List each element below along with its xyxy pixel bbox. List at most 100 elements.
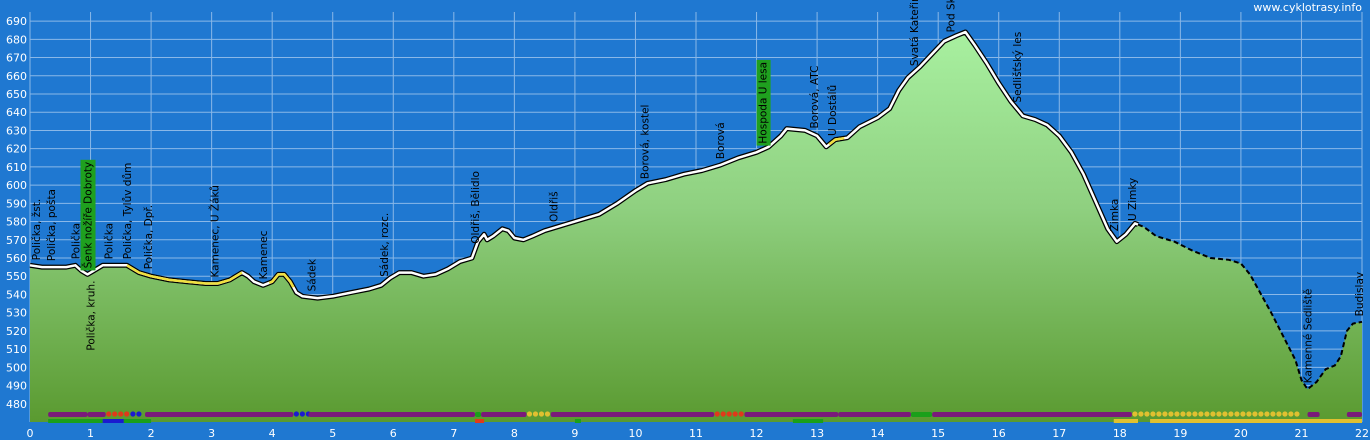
surface-dot	[1168, 411, 1174, 417]
surface-segment	[1307, 412, 1320, 417]
waypoint-label: Polička, Tylův dům	[122, 163, 134, 260]
waypoint-label: Kamenné Sedliště	[1303, 289, 1315, 384]
surface-dot	[714, 411, 720, 417]
surface-segment	[550, 412, 715, 417]
waypoint-labels: Polička, žst. Polička, pošta Polička Šenk n…	[31, 0, 1366, 383]
x-tick-label: 13	[810, 427, 824, 440]
surface-segment	[145, 412, 294, 417]
base-segment	[475, 419, 485, 423]
waypoint-text: Borová, kostel	[640, 105, 652, 180]
surface-segment	[838, 412, 911, 417]
base-segment	[48, 419, 103, 423]
x-tick-label: 12	[750, 427, 764, 440]
x-tick-label: 0	[27, 427, 34, 440]
surface-dot	[1150, 411, 1156, 417]
waypoint-label: Pod Skalkou	[945, 0, 957, 32]
waypoint-text: Borová, ATC	[809, 66, 821, 129]
surface-segment	[744, 412, 839, 417]
waypoint-text: Oldřiš	[549, 191, 561, 222]
surface-segment	[48, 412, 88, 417]
waypoint-text: Sádek	[307, 258, 319, 291]
waypoint-text: Polička, Dpř.	[143, 205, 155, 269]
surface-dot	[293, 411, 299, 417]
x-tick-label: 2	[148, 427, 155, 440]
waypoint-label: Budislav	[1354, 272, 1366, 316]
y-tick-label: 640	[6, 106, 27, 119]
waypoint-text: Kamenné Sedliště	[1303, 289, 1315, 384]
surface-dot	[1228, 411, 1234, 417]
surface-dot	[1216, 411, 1222, 417]
surface-dot	[1186, 411, 1192, 417]
surface-dot	[1258, 411, 1264, 417]
surface-dot	[1204, 411, 1210, 417]
y-tick-label: 600	[6, 179, 27, 192]
surface-dot	[726, 411, 732, 417]
waypoint-text: U Dostálů	[827, 85, 839, 136]
waypoint-text: Polička, Tylův dům	[122, 163, 134, 260]
waypoint-text: Šenk nožíře Dobroty	[82, 162, 95, 269]
surface-dot	[1282, 411, 1288, 417]
y-tick-label: 650	[6, 88, 27, 101]
surface-dot	[532, 411, 539, 417]
waypoint-label: Svatá Kateřina	[909, 0, 921, 66]
surface-dot	[106, 411, 112, 417]
waypoint-text: Sedlišťský les	[1012, 32, 1024, 103]
base-segment	[123, 419, 152, 423]
waypoint-text: Pod Skalkou	[945, 0, 957, 32]
base-segment	[102, 419, 124, 423]
waypoint-text: Polička, pošta	[46, 189, 58, 261]
waypoint-text: Svatá Kateřina	[909, 0, 921, 66]
base-segment	[792, 419, 824, 423]
waypoint-text: Kamenec	[258, 230, 270, 279]
y-tick-label: 540	[6, 288, 27, 301]
y-tick-label: 520	[6, 325, 27, 338]
surface-dot	[738, 411, 744, 417]
waypoint-label: Oldřiš	[549, 191, 561, 222]
surface-dot	[299, 411, 305, 417]
waypoint-label: Polička	[104, 223, 116, 259]
y-tick-label: 680	[6, 33, 27, 46]
surface-dot	[732, 411, 738, 417]
profile-highlight	[126, 264, 243, 285]
surface-dot	[1198, 411, 1204, 417]
surface-segment	[475, 412, 482, 417]
waypoint-text: Polička	[104, 223, 116, 259]
y-tick-label: 550	[6, 270, 27, 283]
surface-segment	[87, 412, 106, 417]
waypoint-label: Šenk nožíře Dobroty	[80, 159, 96, 271]
waypoint-label: Polička, žst.	[31, 199, 43, 260]
y-tick-label: 660	[6, 70, 27, 83]
waypoint-highlight	[80, 159, 96, 271]
surface-bar	[48, 411, 1362, 423]
waypoint-text: Polička	[70, 223, 82, 259]
x-tick-label: 4	[269, 427, 276, 440]
surface-segment	[308, 412, 476, 417]
y-tick-label: 480	[6, 398, 27, 411]
elevation-area	[30, 32, 1362, 422]
surface-dot	[538, 411, 545, 417]
x-tick-label: 15	[931, 427, 945, 440]
surface-dot	[136, 411, 142, 417]
surface-dot	[1234, 411, 1240, 417]
x-tick-label: 17	[1052, 427, 1066, 440]
waypoint-label: U Zimky	[1127, 178, 1139, 221]
x-tick-label: 7	[450, 427, 457, 440]
surface-dot	[1156, 411, 1162, 417]
surface-dot	[1240, 411, 1246, 417]
x-tick-label: 8	[511, 427, 518, 440]
waypoint-label: Kamenec, U Žáků	[209, 185, 222, 277]
x-tick-label: 22	[1355, 427, 1369, 440]
waypoint-label: Borová	[715, 122, 727, 159]
waypoint-label: U Dostálů	[827, 85, 839, 136]
elevation-line	[29, 29, 1363, 391]
y-tick-label: 670	[6, 52, 27, 65]
waypoint-label: Borová, ATC	[809, 66, 821, 129]
waypoint-label: Oldřiš, Bělidlo	[470, 171, 482, 244]
waypoint-text: Hospoda U lesa	[758, 62, 770, 144]
waypoint-text: Polička, kruh.	[86, 281, 98, 351]
surface-dot	[1210, 411, 1216, 417]
surface-segment	[1346, 412, 1362, 417]
waypoint-text: Budislav	[1354, 272, 1366, 316]
site-watermark: www.cyklotrasy.info	[1253, 1, 1362, 14]
